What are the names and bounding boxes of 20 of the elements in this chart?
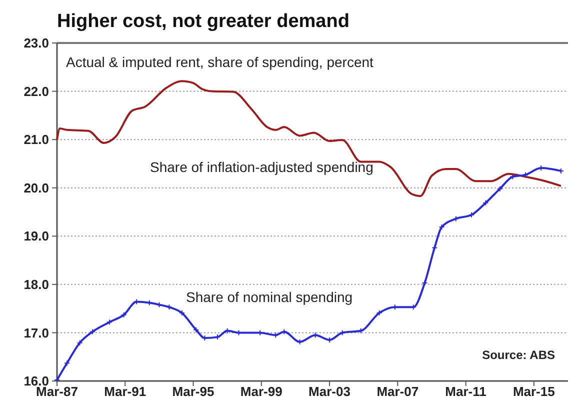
chart-title: Higher cost, not greater demand: [57, 11, 350, 32]
annotation: Source: ABS: [482, 348, 555, 362]
text: Actual & imputed rent, share of spending, percent: [66, 54, 374, 70]
x-tick-label: Mar-03: [308, 384, 350, 399]
y-tick-label: 20.0: [24, 180, 49, 196]
y-tick-label: 17.0: [24, 325, 49, 340]
x-tick-label: Mar-95: [172, 384, 214, 399]
series-label: Share of inflation-adjusted spending: [150, 159, 374, 175]
series-label: Share of nominal spending: [186, 289, 353, 305]
y-tick-label: 22.0: [24, 84, 49, 99]
x-tick-label: Mar-99: [240, 384, 282, 399]
x-tick-label: Mar-11: [445, 384, 486, 399]
x-tick-label: Mar-87: [36, 384, 78, 399]
x-tick-label: Mar-91: [104, 384, 146, 399]
y-tick-label: 18.0: [24, 276, 49, 292]
y-tick-label: 19.0: [24, 228, 49, 244]
y-tick-label: 21.0: [24, 132, 49, 148]
x-tick-label: Mar-15: [512, 384, 555, 399]
y-tick-label: 23.0: [24, 36, 49, 51]
x-tick-label: Mar-07: [376, 384, 419, 399]
